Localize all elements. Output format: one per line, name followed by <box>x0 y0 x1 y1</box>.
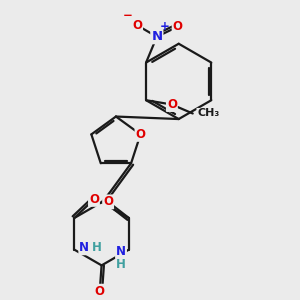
Text: H: H <box>92 241 101 254</box>
Text: O: O <box>103 195 113 208</box>
Text: O: O <box>95 285 105 298</box>
Text: N: N <box>151 30 162 43</box>
Text: O: O <box>132 19 142 32</box>
Text: −: − <box>123 9 133 22</box>
Text: CH₃: CH₃ <box>197 109 219 118</box>
Text: O: O <box>89 193 99 206</box>
Text: N: N <box>116 245 126 258</box>
Text: O: O <box>167 98 177 111</box>
Text: +: + <box>160 20 170 33</box>
Text: N: N <box>79 241 89 254</box>
Text: O: O <box>172 20 183 33</box>
Text: H: H <box>116 258 126 271</box>
Text: O: O <box>136 128 146 141</box>
